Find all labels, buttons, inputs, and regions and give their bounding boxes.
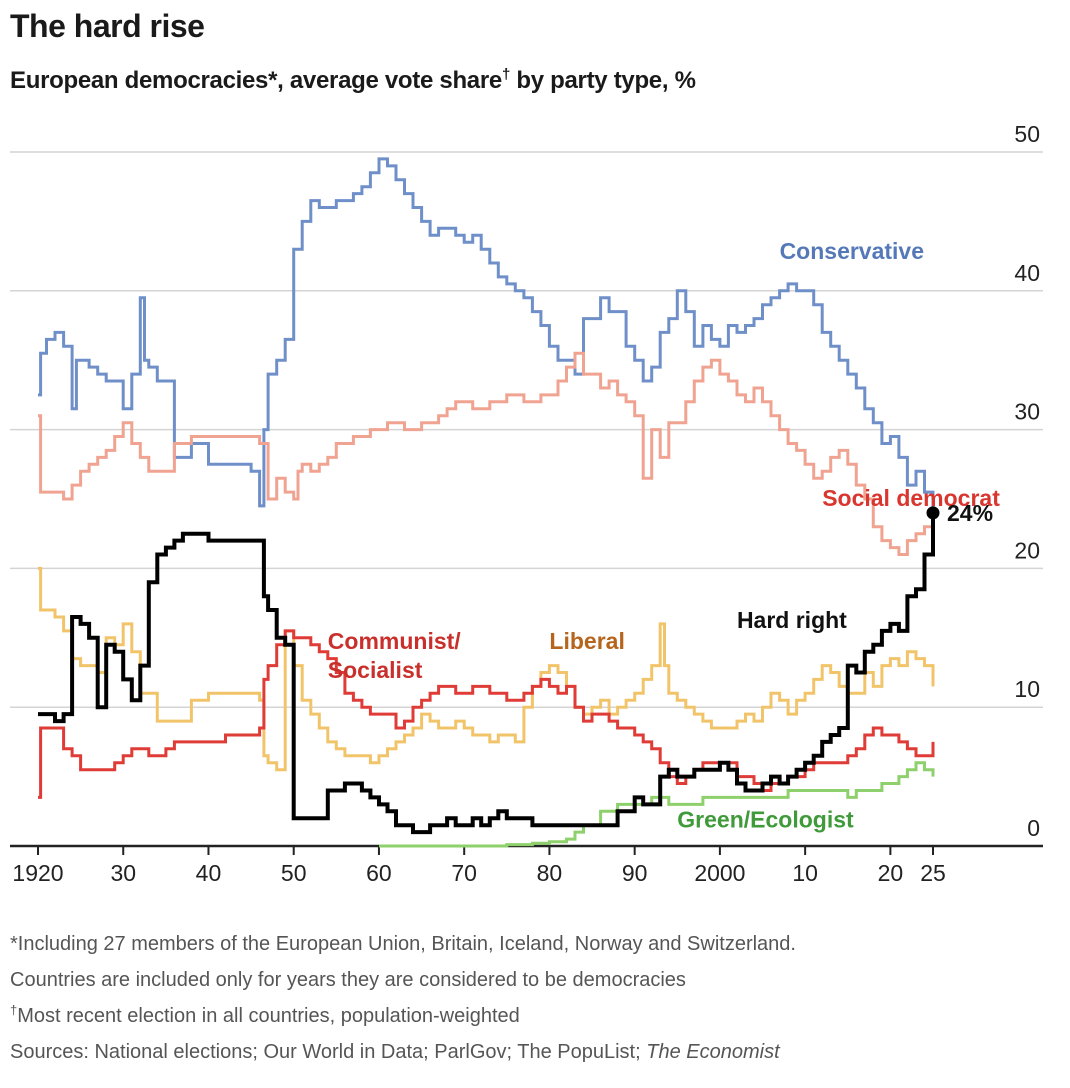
chart-subtitle: European democracies*, average vote shar… <box>10 66 696 95</box>
chart-title: The hard rise <box>10 8 205 44</box>
x-tick-label: 30 <box>110 860 136 886</box>
sources-text: Sources: National elections; Our World i… <box>10 1041 647 1063</box>
x-tick-label: 60 <box>366 860 392 886</box>
y-tick-label: 20 <box>1014 537 1040 563</box>
x-tick-label: 1920 <box>12 860 63 886</box>
series-line-green-ecologist <box>379 761 935 848</box>
footnote-1: *Including 27 members of the European Un… <box>10 933 796 955</box>
series-line-communist-socialist <box>38 629 935 799</box>
series-line-conservative <box>38 157 935 513</box>
y-tick-label: 40 <box>1014 260 1040 286</box>
sources-italic: The Economist <box>646 1041 780 1063</box>
subtitle-end: by party type, % <box>510 67 696 94</box>
series-label-hard-right: Hard right <box>737 607 847 633</box>
y-tick-label: 30 <box>1014 399 1040 425</box>
series-label-liberal: Liberal <box>549 628 624 654</box>
footnote-2: Countries are included only for years th… <box>10 969 686 991</box>
vote-share-chart: 0 10 20 30 40 50 1920 30 40 50 60 70 80 90 2000 10 20 25… <box>10 121 1043 886</box>
sources: Sources: National elections; Our World i… <box>10 1034 796 1070</box>
x-tick-label: 20 <box>878 860 904 886</box>
x-tick-label: 10 <box>792 860 818 886</box>
series-line-hard-right <box>38 512 935 835</box>
x-tick-label: 50 <box>281 860 307 886</box>
series-line-liberal <box>38 566 935 772</box>
series-label-green-ecologist: Green/Ecologist <box>677 806 854 832</box>
footnote-3-text: Most recent election in all countries, p… <box>17 1005 520 1027</box>
hard-right-endpoint-dot <box>926 506 940 520</box>
footnote-3: †Most recent election in all countries, … <box>10 998 796 1034</box>
subtitle-dagger: † <box>501 66 510 83</box>
x-axis: 1920 30 40 50 60 70 80 90 2000 10 20 25 <box>10 844 1043 886</box>
y-tick-label: 10 <box>1014 676 1040 702</box>
x-tick-label: 2000 <box>694 860 745 886</box>
series-line-social-democrat <box>38 351 935 556</box>
grid: 0 10 20 30 40 50 <box>10 121 1043 841</box>
x-tick-label: 70 <box>451 860 477 886</box>
footnotes: *Including 27 members of the European Un… <box>10 926 796 1070</box>
hard-right-endpoint-label: 24% <box>947 500 993 526</box>
y-tick-label: 0 <box>1027 815 1040 841</box>
series-label-conservative: Conservative <box>780 238 924 264</box>
x-tick-label: 25 <box>920 860 946 886</box>
series-label-communist-socialist: Communist/Socialist <box>328 628 462 683</box>
x-tick-label: 80 <box>537 860 563 886</box>
y-tick-label: 50 <box>1014 121 1040 147</box>
x-tick-label: 90 <box>622 860 648 886</box>
subtitle-main: European democracies*, average vote shar… <box>10 67 502 94</box>
x-tick-label: 40 <box>196 860 222 886</box>
footnote-3-dagger: † <box>10 1002 18 1018</box>
series-label-social-democrat: Social democrat <box>822 485 1000 511</box>
series-labels: Conservative Social democrat Communist/Soc… <box>328 238 1000 832</box>
series-lines <box>38 157 935 848</box>
